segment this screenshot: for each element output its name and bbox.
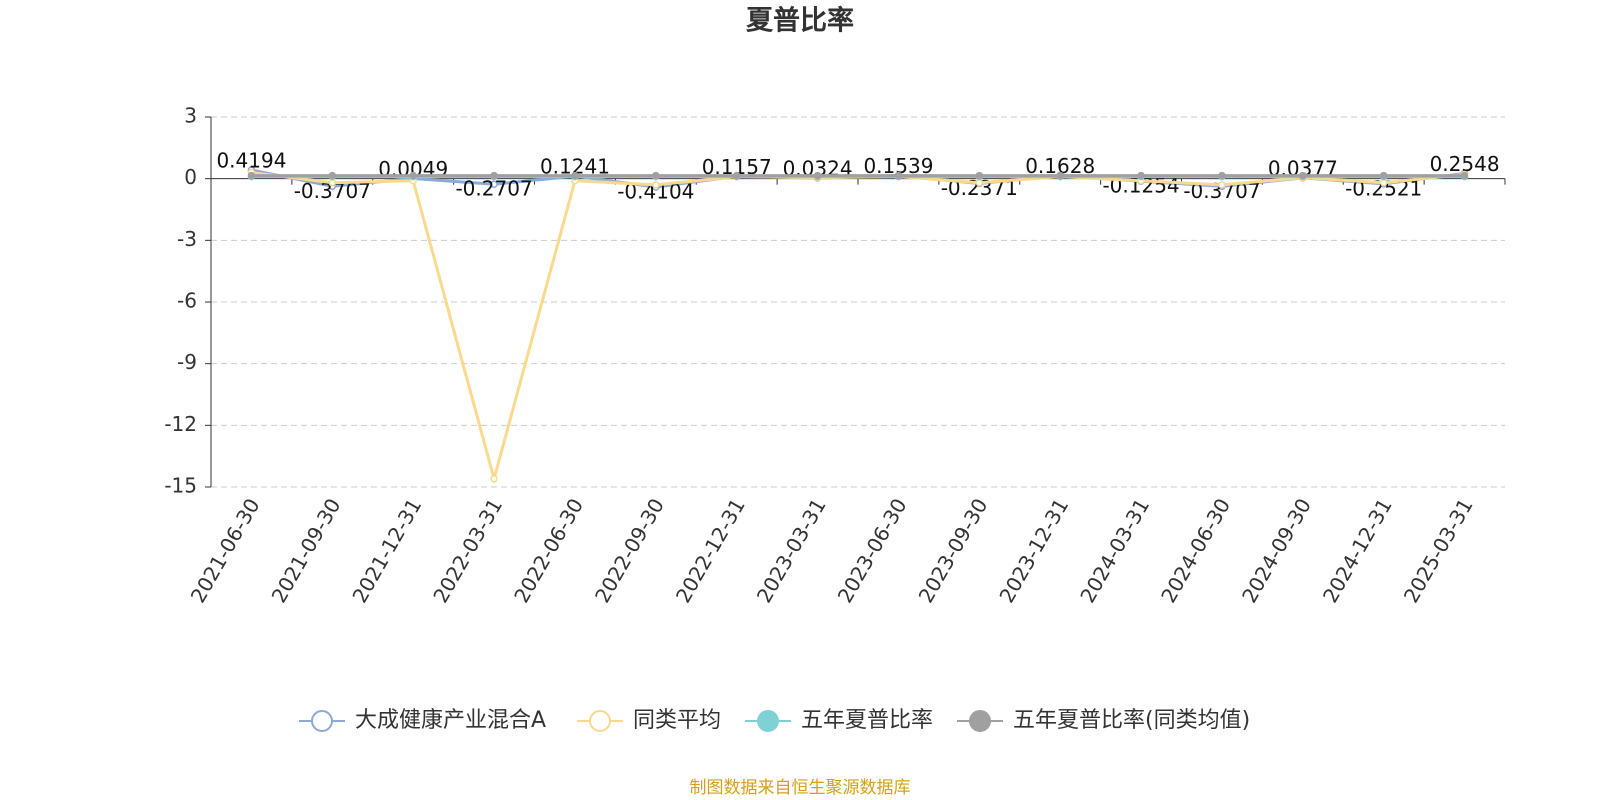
x-tick-label: 2023-12-31	[994, 494, 1073, 607]
y-tick-label: -3	[177, 227, 197, 251]
data-point	[571, 171, 579, 180]
x-tick-label: 2023-03-31	[752, 494, 831, 607]
data-point	[1299, 171, 1307, 180]
data-point	[1218, 171, 1226, 180]
data-point	[1218, 181, 1226, 189]
data-point	[652, 171, 660, 180]
x-tick-label: 2023-06-30	[833, 494, 912, 607]
data-point	[813, 171, 822, 180]
legend-label: 同类平均	[633, 708, 721, 733]
legend-label: 五年夏普比率(同类均值)	[1013, 708, 1250, 733]
data-point	[490, 171, 498, 180]
y-tick-label: -12	[164, 412, 197, 436]
data-point	[1379, 179, 1388, 187]
x-tick-label: 2024-12-31	[1318, 494, 1397, 607]
y-tick-label: -9	[177, 350, 197, 374]
data-point	[328, 179, 337, 187]
x-tick-label: 2024-03-31	[1075, 494, 1154, 607]
data-point	[247, 171, 256, 180]
chart-title: 夏普比率	[746, 5, 854, 37]
legend-item: 大成健康产业混合A	[299, 708, 546, 733]
legend-swatch	[589, 710, 611, 732]
data-point	[732, 171, 741, 180]
data-point	[490, 475, 498, 483]
legend-label: 大成健康产业混合A	[355, 708, 546, 733]
legend-label: 五年夏普比率	[801, 708, 933, 733]
data-point	[1460, 171, 1469, 180]
x-tick-label: 2021-12-31	[347, 494, 426, 607]
legend-item: 五年夏普比率(同类均值)	[957, 708, 1250, 733]
data-point	[894, 171, 903, 180]
data-point	[1056, 171, 1064, 180]
legend-item: 同类平均	[577, 708, 721, 733]
data-point	[975, 171, 984, 180]
x-tick-label: 2025-03-31	[1399, 494, 1478, 607]
data-point	[328, 171, 337, 180]
legend-swatch	[969, 710, 991, 732]
legend-swatch	[311, 710, 333, 732]
data-label: 0.4194	[216, 149, 286, 173]
data-label: -0.2707	[455, 177, 532, 201]
legend-swatch	[757, 710, 779, 732]
y-tick-label: -15	[164, 474, 197, 498]
x-tick-label: 2022-06-30	[509, 494, 588, 607]
y-tick-label: 3	[184, 104, 197, 128]
data-point	[652, 181, 660, 189]
x-tick-label: 2022-03-31	[428, 494, 507, 607]
source-note: 制图数据来自恒生聚源数据库	[690, 778, 911, 798]
data-point	[1379, 171, 1388, 180]
y-tick-label: -6	[177, 289, 197, 313]
x-tick-label: 2024-06-30	[1156, 494, 1235, 607]
legend-item: 五年夏普比率	[745, 708, 933, 733]
x-tick-label: 2021-09-30	[267, 494, 346, 607]
x-tick-label: 2022-12-31	[671, 494, 750, 607]
x-tick-label: 2021-06-30	[186, 494, 265, 607]
series-line	[251, 171, 1465, 485]
y-tick-label: 0	[184, 165, 197, 189]
x-tick-label: 2022-09-30	[590, 494, 669, 607]
x-tick-label: 2024-09-30	[1237, 494, 1316, 607]
data-point	[1137, 171, 1145, 180]
data-point	[975, 179, 984, 187]
data-point	[490, 180, 498, 188]
x-tick-label: 2023-09-30	[914, 494, 993, 607]
data-point	[409, 171, 417, 180]
